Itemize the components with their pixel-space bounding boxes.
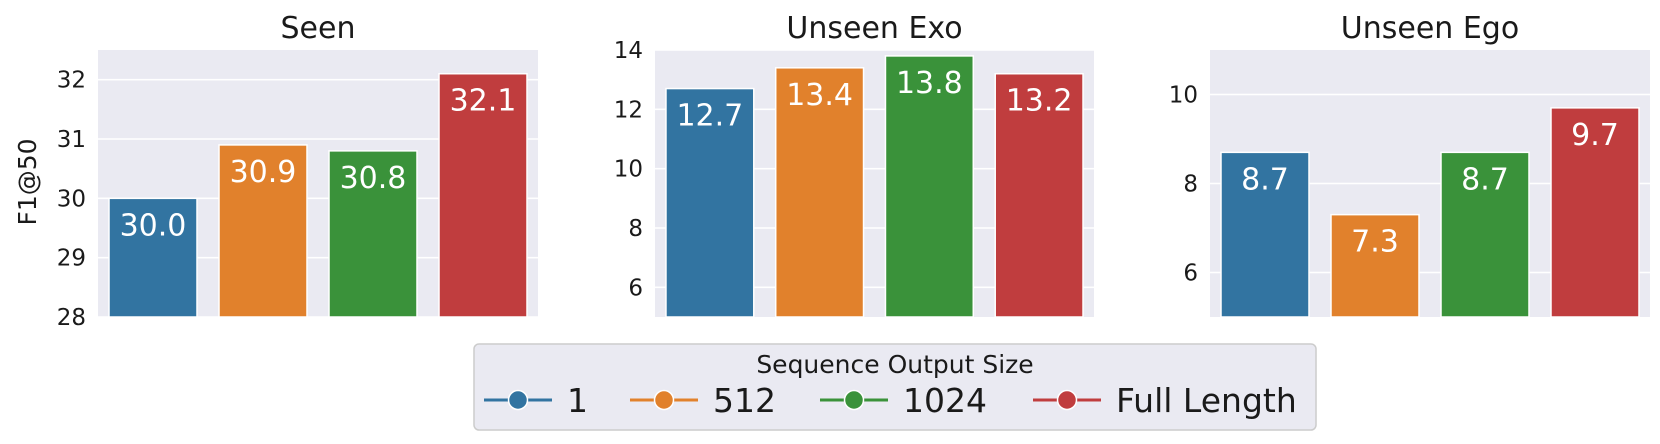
legend-label: 512 [713,381,776,420]
legend-label: Full Length [1116,381,1297,420]
legend-entry-512: 512 [630,381,776,420]
panel-seen: 28 29 30 31 32 30.0 30.9 30.8 32.1 Seen [57,11,538,331]
y-tick-label: 28 [57,305,86,331]
bar-512 [774,67,865,318]
panel-unseen-exo: 6 8 10 12 14 12.7 13.4 13.8 13.2 Unseen Exo [614,11,1094,318]
legend-marker [1056,389,1078,411]
y-tick-label: 10 [614,157,643,183]
bar-512 [1330,213,1420,318]
y-tick-label: 12 [614,97,643,123]
panel-title: Unseen Ego [1341,11,1519,46]
legend-entry-full-length: Full Length [1033,381,1297,420]
bar-1 [665,87,755,318]
legend-entry-1: 1 [484,381,588,420]
y-tick-label: 30 [57,186,86,212]
legend-marker [653,389,675,411]
y-tick-label: 29 [57,246,86,272]
bar-1024 [1440,151,1530,318]
bar-value-label: 8.7 [1461,162,1509,197]
y-tick-label: 14 [614,38,643,64]
legend-marker [507,389,529,411]
legend: Sequence Output Size 1 512 1024 Full Length [473,343,1317,431]
y-tick-label: 6 [628,275,643,301]
y-tick-label: 31 [57,127,86,153]
bar-full-length [438,72,528,318]
bar-full-length [1550,107,1640,318]
legend-title: Sequence Output Size [756,350,1033,379]
bar-value-label: 12.7 [676,99,743,134]
legend-entry-1024: 1024 [820,381,987,420]
bar-value-label: 13.4 [786,78,853,113]
y-tick-label: 8 [628,216,643,242]
legend-box [473,343,1317,431]
bar-value-label: 32.1 [450,84,517,119]
panel-title: Unseen Exo [786,11,962,46]
legend-marker [843,389,865,411]
bar-value-label: 30.0 [120,208,187,243]
bar-value-label: 13.2 [1006,84,1073,119]
legend-label: 1 [567,381,588,420]
bar-1024 [884,55,975,318]
legend-label: 1024 [903,381,987,420]
y-tick-label: 8 [1183,172,1198,198]
legend-entries: 1 512 1024 Full Length [484,381,1297,420]
bar-1024 [328,150,418,318]
bar-value-label: 30.9 [230,155,297,190]
bar-value-label: 30.8 [340,161,407,196]
bar-value-label: 8.7 [1241,162,1289,197]
y-tick-label: 32 [57,68,86,94]
y-tick-label: 10 [1169,83,1198,109]
bar-value-label: 13.8 [896,66,963,101]
chart-panels: 28 29 30 31 32 30.0 30.9 30.8 32.1 Seen 6 8 10 12 14 12… [57,11,1650,331]
y-tick-label: 6 [1183,261,1198,287]
bar-value-label: 7.3 [1351,225,1399,260]
bar-full-length [994,72,1084,318]
bar-value-label: 9.7 [1571,118,1619,153]
y-axis-label: F1@50 [13,138,42,225]
bar-1 [1220,151,1310,318]
panel-unseen-ego: 6 8 10 8.7 7.3 8.7 9.7 Unseen Ego [1169,11,1650,318]
bar-512 [218,144,308,318]
bar-1 [108,197,198,318]
panel-title: Seen [281,11,356,46]
